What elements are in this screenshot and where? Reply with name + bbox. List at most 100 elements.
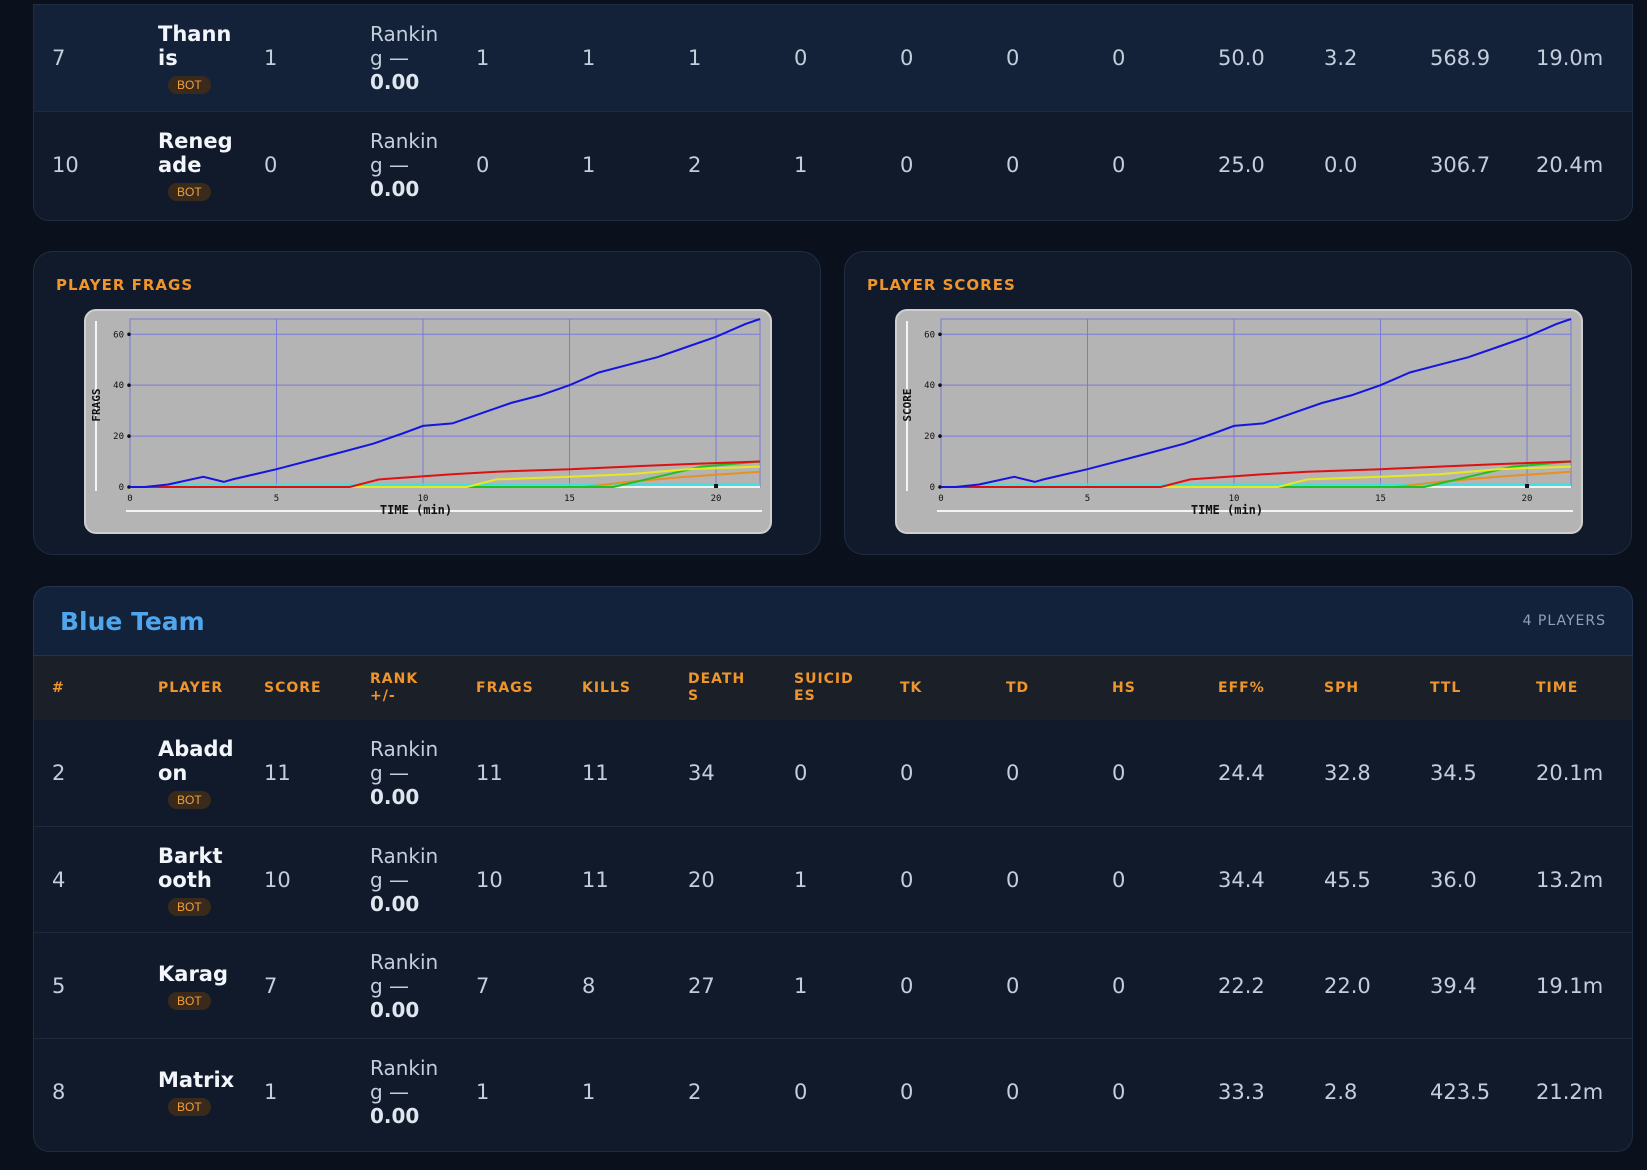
deaths-cell: 34: [688, 761, 715, 785]
x-axis-label: TIME (min): [1191, 503, 1263, 517]
td-cell: 0: [1006, 867, 1020, 892]
y-tick-mark: [127, 332, 131, 337]
rank-delta-cell: Ranking —0.00: [352, 22, 458, 94]
y-tick-mark: [938, 383, 942, 387]
column-header-time: TIME: [1536, 679, 1579, 696]
hs-cell: 0: [1112, 46, 1126, 70]
x-tick-label: 15: [1375, 494, 1386, 504]
player-name[interactable]: Renegade: [158, 128, 233, 177]
ranking-delta: Ranking —0.00: [370, 950, 450, 1022]
suicides-cell: 1: [794, 152, 808, 177]
column-header-rank: #: [52, 679, 65, 696]
sph-cell: 45.5: [1324, 867, 1371, 892]
rank-delta-cell: Ranking —0.00: [352, 844, 458, 916]
ranking-value: 0.00: [370, 70, 420, 94]
ranking-value: 0.00: [370, 891, 420, 916]
column-header-player: PLAYER: [158, 679, 224, 696]
rank-delta-cell: Ranking —0.00: [352, 737, 458, 809]
kills-cell: 11: [582, 761, 609, 785]
y-tick-label: 0: [119, 483, 124, 493]
tk-cell: 0: [900, 1079, 914, 1104]
bot-badge: BOT: [168, 791, 211, 809]
end-marker: [1525, 484, 1530, 488]
table-row[interactable]: 4 Barktooth BOT 10 Ranking —0.00 10 11 20 1 0 0 0 34…: [34, 826, 1632, 932]
suicides-cell: 0: [794, 46, 808, 70]
bot-badge: BOT: [168, 991, 211, 1010]
y-tick-mark: [938, 332, 942, 337]
plot-frame: [129, 318, 761, 488]
table-row[interactable]: 2 Abaddon BOT 11 Ranking —0.00 11 11 34 0 0 0 0 24.4…: [34, 720, 1632, 826]
time-cell: 21.2m: [1536, 1079, 1604, 1104]
bot-badge: BOT: [168, 182, 211, 201]
player-cell: Matrix BOT: [140, 1068, 246, 1116]
ranking-value: 0.00: [370, 176, 420, 201]
ranking-delta: Ranking —0.00: [370, 737, 450, 809]
frags-cell: 11: [476, 761, 503, 785]
series-line: [941, 460, 1572, 488]
ranking-delta: Ranking —0.00: [370, 22, 450, 94]
x-tick-label: 15: [564, 494, 575, 504]
rank-cell: 5: [52, 973, 66, 998]
ranking-label: Ranking —: [370, 1055, 439, 1104]
end-marker: [714, 484, 719, 488]
table-row[interactable]: 7 Thannis BOT 1 Ranking —0.00 1 1 1 0 0 0 0 50.0 3.2 5…: [34, 5, 1632, 111]
ranking-label: Ranking —: [370, 22, 439, 70]
series-line: [130, 460, 761, 488]
x-tick-label: 20: [711, 494, 722, 504]
y-axis-label: FRAGS: [90, 388, 103, 421]
table-row[interactable]: 5 Karag BOT 7 Ranking —0.00 7 8 27 1 0 0 0 22.2 22.0 3…: [34, 932, 1632, 1038]
y-tick-label: 40: [924, 381, 935, 391]
player-cell: Renegade BOT: [140, 129, 246, 201]
player-name[interactable]: Thannis: [158, 22, 232, 70]
player-name[interactable]: Barktooth: [158, 843, 223, 892]
table-row[interactable]: 8 Matrix BOT 1 Ranking —0.00 1 1 2 0 0 0 0 33.3 2.8 42…: [34, 1038, 1632, 1144]
y-tick-label: 60: [113, 330, 124, 340]
player-name[interactable]: Abaddon: [158, 737, 234, 785]
ranking-delta: Ranking —0.00: [370, 129, 450, 201]
hs-cell: 0: [1112, 973, 1126, 998]
eff-cell: 50.0: [1218, 46, 1265, 70]
ranking-delta: Ranking —0.00: [370, 844, 450, 916]
blue-team-table: # PLAYER SCORE RANK +/- FRAGS KILLS DEATHS SUIC…: [33, 656, 1633, 1152]
suicides-cell: 1: [794, 973, 808, 998]
frags-cell: 0: [476, 152, 490, 177]
table-row[interactable]: 10 Renegade BOT 0 Ranking —0.00 0 1 2 1 0 0 0 25.0 0.…: [34, 111, 1632, 217]
tk-cell: 0: [900, 761, 914, 785]
sph-cell: 32.8: [1324, 761, 1371, 785]
x-tick-label: 20: [1522, 494, 1533, 504]
frags-chart-svg: 0 20 40 60 0 5 10 15 20 TIME (min) FRAGS: [90, 318, 762, 517]
team-player-count: 4 PLAYERS: [1522, 613, 1606, 629]
column-header-ttl: TTL: [1430, 679, 1462, 696]
eff-cell: 33.3: [1218, 1079, 1265, 1104]
rank-delta-cell: Ranking —0.00: [352, 950, 458, 1022]
kills-cell: 1: [582, 46, 596, 70]
deaths-cell: 2: [688, 1079, 702, 1104]
hs-cell: 0: [1112, 761, 1126, 785]
player-scores-title: PLAYER SCORES: [867, 276, 1016, 294]
team-name: Blue Team: [60, 606, 205, 636]
deaths-cell: 27: [688, 973, 715, 998]
player-cell: Karag BOT: [140, 962, 246, 1010]
column-header-eff: EFF%: [1218, 679, 1265, 696]
rank-delta-cell: Ranking —0.00: [352, 1056, 458, 1128]
deaths-cell: 1: [688, 46, 702, 70]
y-tick-label: 60: [924, 330, 935, 340]
ranking-delta: Ranking —0.00: [370, 1056, 450, 1128]
series-line: [130, 465, 761, 488]
series-line: [130, 318, 761, 488]
player-name[interactable]: Matrix: [158, 1067, 235, 1092]
score-cell: 1: [264, 1079, 278, 1104]
ttl-cell: 568.9: [1430, 46, 1491, 70]
player-scores-chart: 0 20 40 60 0 5 10 15 20 TIME (min) SCORE: [895, 309, 1583, 534]
score-cell: 11: [264, 761, 291, 785]
time-cell: 20.4m: [1536, 152, 1604, 177]
score-cell: 1: [264, 46, 278, 70]
eff-cell: 34.4: [1218, 867, 1265, 892]
y-axis-label: SCORE: [901, 388, 914, 421]
sph-cell: 2.8: [1324, 1079, 1358, 1104]
table-header: # PLAYER SCORE RANK +/- FRAGS KILLS DEATHS SUIC…: [34, 656, 1632, 720]
column-header-hs: HS: [1112, 679, 1136, 696]
player-name[interactable]: Karag: [158, 961, 229, 986]
player-scores-panel: PLAYER SCORES 0 20 40 60 0 5 10 15 20 TIME (min) S…: [844, 251, 1632, 555]
series-line: [941, 318, 1572, 488]
